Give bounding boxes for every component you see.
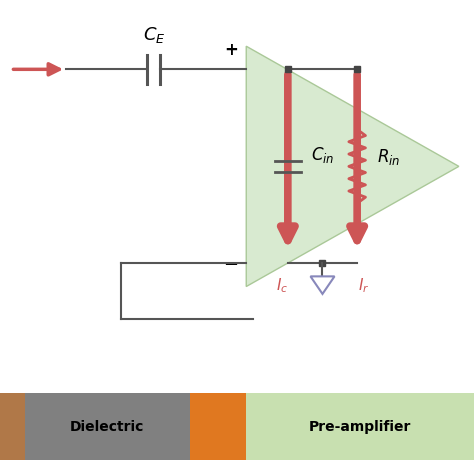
Polygon shape [246, 46, 459, 286]
FancyBboxPatch shape [190, 393, 246, 460]
Text: $C_{in}$: $C_{in}$ [311, 145, 334, 165]
Text: $I_c$: $I_c$ [276, 276, 288, 295]
Text: Metal: Metal [196, 419, 240, 434]
Text: $R_{in}$: $R_{in}$ [376, 147, 400, 167]
Text: Dielectric: Dielectric [70, 419, 144, 434]
Text: +: + [224, 41, 238, 59]
FancyBboxPatch shape [246, 393, 474, 460]
Text: $C_E$: $C_E$ [143, 25, 165, 46]
FancyBboxPatch shape [0, 393, 25, 460]
Text: $-$: $-$ [223, 255, 238, 273]
Polygon shape [310, 276, 335, 294]
FancyBboxPatch shape [25, 393, 190, 460]
Text: Pre-amplifier: Pre-amplifier [309, 419, 411, 434]
Text: $I_r$: $I_r$ [358, 276, 370, 295]
